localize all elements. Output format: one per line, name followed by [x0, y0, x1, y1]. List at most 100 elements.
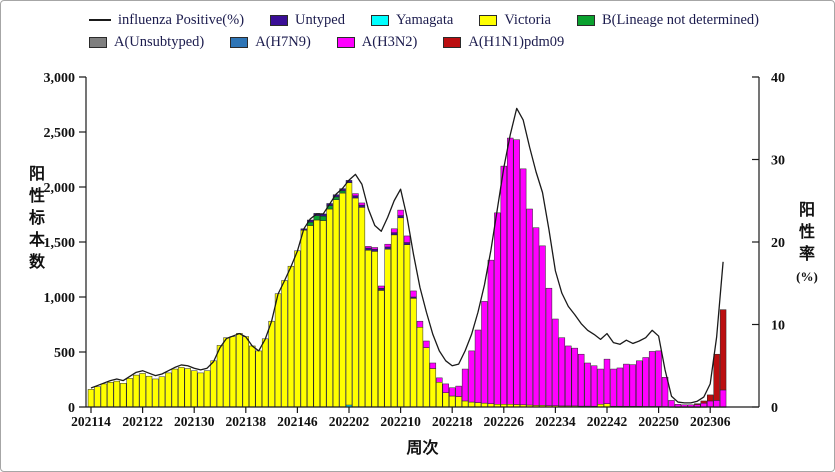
bar-segment-victoria	[100, 383, 108, 408]
color-swatch-icon	[443, 36, 462, 48]
color-swatch-icon	[370, 14, 389, 26]
color-swatch-icon	[270, 14, 289, 26]
bar-segment-victoria	[468, 401, 475, 408]
bar-segment-a_h3n2	[378, 285, 385, 289]
chart-legend: influenza Positive(%) Untyped Yamagata Vict…	[89, 9, 785, 53]
bar-segment-a_h3n2	[603, 358, 611, 404]
bar-segment-victoria	[461, 400, 469, 408]
bar-segment-victoria	[152, 378, 159, 408]
bar-segment-untyped	[365, 247, 372, 251]
bar-segment-victoria	[294, 250, 301, 408]
bar-segment-victoria	[242, 336, 250, 408]
x-tick-label: 202218	[432, 414, 473, 429]
bar-segment-victoria	[332, 199, 340, 408]
color-swatch-icon	[89, 36, 107, 48]
bar-segment-a_h3n2	[707, 400, 714, 407]
axes-layer: 0 500 1,000 1,500 2,000 2,500 3,000 0 10 20 30 40 20…	[44, 71, 786, 429]
bar-segment-a_h3n2	[648, 351, 656, 407]
bar-segment-victoria	[249, 345, 256, 408]
bar-segment-a_h3n2	[384, 243, 391, 248]
bar-segment-victoria	[416, 327, 424, 408]
bar-segment-a_h3n2	[610, 368, 617, 407]
color-swatch-icon	[479, 14, 498, 26]
bar-segment-a_h3n2	[423, 340, 430, 348]
bar-segment-victoria	[210, 360, 217, 408]
bar-segment-a_h3n2	[713, 400, 720, 408]
x-tick-label: 202242	[587, 414, 628, 429]
bar-segment-a_h3n2	[597, 368, 604, 405]
bar-segment-victoria	[145, 375, 153, 408]
bar-segment-a_h3n2	[552, 318, 559, 406]
bar-segment-a_h3n2	[390, 228, 398, 233]
bar-segment-untyped	[371, 248, 379, 252]
bar-segment-a_h3n2	[700, 402, 707, 408]
x-tick-label: 202146	[277, 414, 318, 429]
bar-segment-victoria	[449, 395, 456, 408]
bar-segment-a_h1n1pdm09	[700, 400, 707, 404]
x-tick-label: 202234	[535, 414, 576, 429]
y-right-tick-label: 30	[771, 154, 785, 169]
bar-segment-untyped	[403, 242, 411, 246]
y-left-axis-title-char: 标	[28, 209, 45, 227]
y-left-tick-label: 2,500	[44, 126, 76, 141]
bar-segment-untyped	[384, 246, 391, 250]
legend-label: A(H3N2)	[361, 33, 418, 50]
bar-segment-victoria	[365, 250, 372, 408]
bar-segment-a_h3n2	[565, 345, 572, 407]
bar-segment-a_h3n2	[539, 245, 546, 406]
bar-segment-victoria	[378, 290, 385, 408]
bar-segment-victoria	[132, 374, 140, 408]
legend-row-1: influenza Positive(%) Untyped Yamagata Vict…	[89, 9, 785, 31]
legend-item-yamagata: Yamagata	[370, 11, 454, 29]
bar-segment-victoria	[236, 333, 243, 408]
y-right-tick-label: 20	[771, 236, 785, 251]
bar-segment-a_h3n2	[449, 387, 456, 397]
y-right-axis-title-char: 率	[799, 244, 815, 263]
bar-segment-victoria	[261, 338, 269, 408]
legend-row-2: A(Unsubtyped) A(H7N9) A(H3N2) A(H1N1)pdm09	[89, 31, 785, 53]
bar-segment-victoria	[436, 382, 443, 408]
y-left-axis-title-char: 本	[29, 230, 45, 249]
bar-segment-a_h3n2	[668, 400, 675, 408]
bar-segment-a_h3n2	[623, 363, 630, 407]
bar-segment-a_h3n2	[365, 246, 372, 249]
bar-segment-a_h3n2	[661, 377, 669, 407]
bar-segment-victoria	[223, 337, 230, 408]
bar-segment-victoria	[120, 383, 127, 408]
bar-segment-a_h3n2	[487, 259, 495, 404]
bar-segment-victoria	[300, 229, 308, 408]
bar-segment-victoria	[158, 376, 166, 408]
legend-item-a-h3n2: A(H3N2)	[336, 33, 418, 51]
y-left-tick-label: 1,000	[44, 291, 76, 306]
y-right-tick-label: 0	[771, 401, 778, 416]
bar-segment-untyped	[358, 204, 366, 208]
bar-segment-victoria	[307, 225, 314, 408]
bar-segment-victoria	[94, 386, 101, 408]
bar-segment-b_lineage	[320, 215, 327, 221]
bar-segment-victoria	[255, 350, 262, 408]
bar-segment-victoria	[455, 396, 462, 408]
x-tick-label: 202138	[226, 414, 267, 429]
bar-segment-a_h3n2	[584, 362, 591, 407]
color-swatch-icon	[336, 36, 355, 48]
y-left-tick-label: 1,500	[44, 236, 76, 251]
influenza-positive-rate-line	[90, 107, 724, 404]
bar-segment-b_lineage	[339, 190, 346, 194]
bar-segment-a_h3n2	[545, 287, 553, 406]
legend-item-a-unsubtyped: A(Unsubtyped)	[89, 34, 204, 51]
bar-segment-a_h3n2	[436, 377, 443, 383]
bar-segment-a_h3n2	[358, 202, 366, 206]
bar-segment-untyped	[397, 215, 404, 219]
bar-segment-a_h1n1pdm09	[713, 353, 720, 401]
bar-segment-a_h3n2	[410, 290, 417, 298]
bar-segment-a_h3n2	[468, 350, 475, 403]
bars-layer	[87, 137, 727, 408]
bar-segment-a_h3n2	[442, 383, 449, 393]
series-a_h1n1pdm09	[694, 309, 727, 405]
bar-segment-a_h3n2	[371, 247, 379, 250]
legend-label: Yamagata	[395, 11, 454, 28]
color-swatch-icon	[576, 14, 595, 26]
